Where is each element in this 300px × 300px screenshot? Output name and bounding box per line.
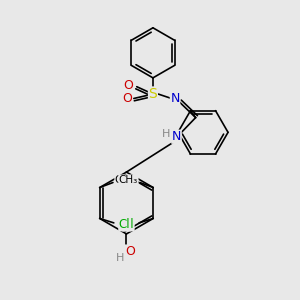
Text: H: H — [116, 253, 125, 263]
Text: CH₃: CH₃ — [119, 175, 138, 185]
Text: N: N — [170, 92, 180, 105]
Text: Cl: Cl — [119, 218, 130, 231]
Text: N: N — [172, 130, 181, 143]
Text: H: H — [162, 129, 170, 139]
Text: O: O — [122, 92, 132, 105]
Text: S: S — [148, 87, 157, 101]
Text: O: O — [124, 79, 134, 92]
Text: O: O — [125, 245, 135, 258]
Text: CH₃: CH₃ — [115, 175, 134, 185]
Text: Cl: Cl — [122, 218, 134, 231]
